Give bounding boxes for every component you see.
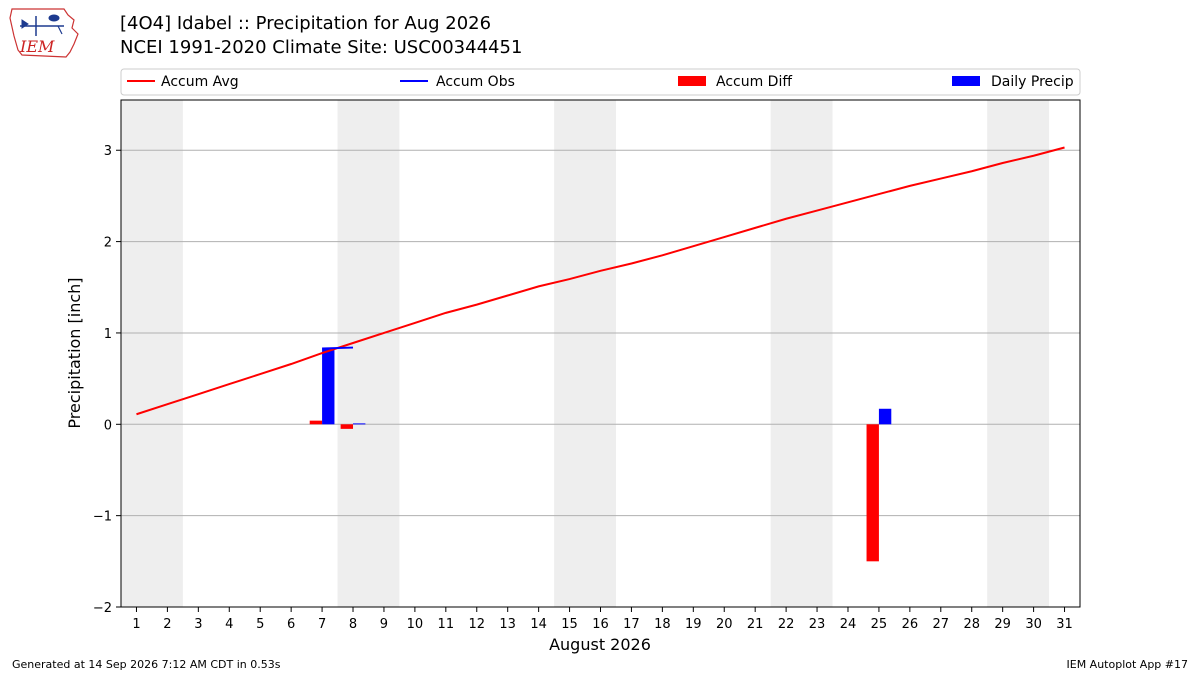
x-tick-label: 26 [902,617,919,632]
y-tick-label: 0 [104,418,112,433]
x-tick-label: 31 [1056,617,1073,632]
x-tick-label: 6 [287,617,295,632]
x-tick-label: 28 [963,617,980,632]
x-tick-label: 24 [840,617,857,632]
weather-station-icon [20,14,64,36]
legend-label-daily-precip: Daily Precip [991,74,1074,90]
x-tick-label: 11 [438,617,455,632]
x-tick-label: 2 [163,617,171,632]
x-tick-label: 12 [468,617,485,632]
weekend-span-2 [554,100,616,607]
x-tick-label: 21 [747,617,764,632]
weekend-span-1 [337,100,400,607]
legend-swatch-daily-precip [952,76,980,86]
weekend-shading [121,100,1050,607]
logo-text: IEM [19,37,55,56]
x-tick-label: 14 [530,617,547,632]
daily-precip-bar [322,348,335,425]
chart-subtitle: NCEI 1991-2020 Climate Site: USC00344451 [120,37,523,58]
x-tick-label: 29 [994,617,1011,632]
weekend-span-0 [121,100,183,607]
accum-obs-line [322,346,354,350]
y-tick-label: 3 [104,144,112,159]
legend-label-accum-diff: Accum Diff [716,74,792,90]
x-tick-label: 7 [318,617,326,632]
x-tick-label: 30 [1025,617,1042,632]
accum-avg-line [136,146,1065,416]
line-series [136,146,1065,416]
daily-precip-bar [353,423,366,425]
x-tick-label: 13 [499,617,516,632]
x-tick-label: 22 [778,617,795,632]
x-tick-label: 16 [592,617,609,632]
x-tick-label: 18 [654,617,671,632]
legend: Accum Avg Accum Obs Accum Diff Daily Precip [120,68,1081,96]
grid-lines [121,149,1080,608]
weekend-span-4 [987,100,1050,607]
x-axis-label: August 2026 [549,635,651,654]
x-tick-label: 9 [380,617,388,632]
app-footer: IEM Autoplot App #17 [1066,658,1189,671]
x-axis-ticks: 1 2 3 4 5 6 7 8 9 10 11 12 13 14 15 16 17 18 19 20 21 22 23 24 2… [132,607,1073,632]
x-tick-label: 19 [685,617,702,632]
y-tick-label: −2 [93,601,112,616]
x-tick-label: 5 [256,617,264,632]
x-tick-label: 3 [194,617,202,632]
plot-frame [120,99,1081,608]
weekend-span-3 [770,100,833,607]
generated-footer: Generated at 14 Sep 2026 7:12 AM CDT in … [12,658,281,671]
x-tick-label: 10 [407,617,424,632]
x-tick-label: 17 [623,617,640,632]
y-tick-label: 1 [104,327,112,342]
legend-label-accum-avg: Accum Avg [161,74,239,90]
x-tick-label: 23 [809,617,826,632]
legend-label-accum-obs: Accum Obs [436,74,515,90]
iem-logo: IEM [9,8,79,58]
legend-swatch-accum-diff [678,76,706,86]
accum-diff-bar [309,420,323,425]
y-tick-label: 2 [104,236,112,251]
y-axis-label: Precipitation [inch] [65,277,84,428]
x-tick-label: 25 [871,617,888,632]
x-tick-label: 15 [561,617,578,632]
y-tick-label: −1 [93,510,112,525]
chart-title: [4O4] Idabel :: Precipitation for Aug 20… [120,13,492,34]
x-tick-label: 27 [933,617,950,632]
iowa-outline-icon [9,8,79,58]
x-tick-label: 20 [716,617,733,632]
accum-diff-bar [866,424,879,562]
accum-diff-bar [340,424,354,429]
x-tick-label: 8 [349,617,357,632]
y-axis-ticks: −2 −1 0 1 2 3 [93,144,121,616]
x-tick-label: 1 [132,617,140,632]
daily-precip-bar [878,408,892,425]
bar-series [309,348,892,562]
x-tick-label: 4 [225,617,233,632]
legend-box [120,68,1081,96]
